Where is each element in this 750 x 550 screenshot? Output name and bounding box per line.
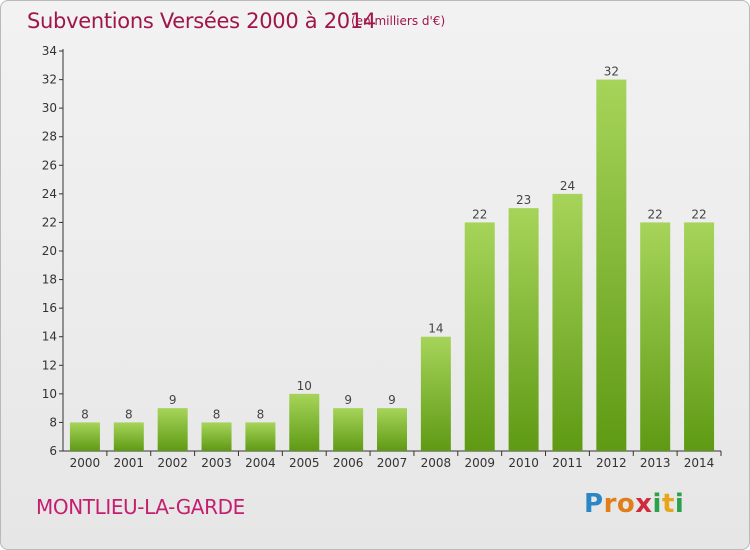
place-name: MONTLIEU-LA-GARDE: [36, 495, 245, 519]
bar: [640, 222, 671, 451]
logo-letter: i: [652, 489, 662, 519]
bar: [684, 222, 715, 451]
y-tick-label: 24: [42, 187, 57, 201]
y-tick-label: 34: [42, 44, 57, 58]
y-tick-label: 28: [42, 130, 57, 144]
bar: [596, 79, 627, 452]
bar-value-label: 22: [648, 207, 663, 221]
bar: [289, 393, 320, 451]
x-tick-label: 2002: [157, 456, 188, 470]
x-tick-label: 2001: [114, 456, 145, 470]
x-tick-label: 2010: [508, 456, 539, 470]
logo-letter: i: [674, 489, 685, 519]
logo-letter: t: [661, 489, 675, 519]
x-tick-label: 2006: [333, 456, 364, 470]
y-tick-label: 8: [49, 415, 57, 429]
x-tick-label: 2014: [684, 456, 715, 470]
bar-value-label: 9: [169, 393, 177, 407]
x-tick-label: 2004: [245, 456, 276, 470]
bar-value-label: 8: [213, 407, 221, 421]
bar-value-label: 9: [388, 393, 396, 407]
bar: [245, 422, 276, 451]
x-tick-label: 2013: [640, 456, 671, 470]
bar-value-label: 22: [472, 207, 487, 221]
y-tick-label: 22: [42, 215, 57, 229]
x-tick-label: 2008: [421, 456, 452, 470]
bar-value-label: 9: [344, 393, 352, 407]
bar-value-label: 32: [604, 65, 619, 79]
bar: [113, 422, 144, 451]
y-tick-label: 16: [42, 301, 57, 315]
y-tick-label: 18: [42, 273, 57, 287]
x-tick-label: 2007: [377, 456, 408, 470]
unit-note: (en milliers d'€): [351, 14, 446, 28]
x-tick-label: 2011: [552, 456, 583, 470]
y-tick-label: 6: [49, 444, 57, 458]
bar-value-label: 8: [125, 407, 133, 421]
y-tick-label: 20: [42, 244, 57, 258]
proxiti-logo: Proxiti: [584, 489, 684, 519]
bar-value-label: 10: [297, 379, 312, 393]
bar-value-label: 14: [428, 322, 443, 336]
bar: [333, 408, 364, 451]
logo-letter: x: [635, 489, 653, 519]
x-axis: 2000 2001 2002 2003 2004 2005 2006 2007 2008 2009…: [63, 450, 722, 470]
value-labels: 8 8 9 8 8 10 9 9 14 22 23 24 32 22 22: [81, 65, 707, 422]
x-tick-label: 2012: [596, 456, 627, 470]
bar-value-label: 8: [257, 407, 265, 421]
bars: [69, 79, 715, 452]
bar: [552, 193, 583, 451]
bar: [464, 222, 495, 451]
bar: [420, 336, 451, 451]
y-tick-label: 30: [42, 101, 57, 115]
bar: [377, 408, 407, 451]
bar-value-label: 8: [81, 407, 89, 421]
bar-value-label: 22: [691, 207, 706, 221]
bar-value-label: 24: [560, 179, 575, 193]
x-tick-label: 2000: [70, 456, 101, 470]
bar: [157, 408, 188, 451]
logo-letter: o: [616, 489, 636, 519]
bar-value-label: 23: [516, 193, 531, 207]
y-tick-label: 12: [42, 358, 57, 372]
bar: [201, 422, 232, 451]
y-tick-label: 32: [42, 73, 57, 87]
logo-letter: r: [603, 489, 617, 519]
x-tick-label: 2003: [201, 456, 232, 470]
y-axis: 6 8 10 12 14 16 18 20 22 24 26 28 30 32 34: [42, 44, 64, 458]
bar: [69, 422, 100, 451]
logo-letter: P: [584, 489, 604, 519]
y-tick-label: 14: [42, 330, 57, 344]
bar: [508, 208, 539, 451]
x-tick-label: 2009: [464, 456, 495, 470]
y-tick-label: 26: [42, 158, 57, 172]
chart-title: Subventions Versées 2000 à 2014: [27, 9, 376, 33]
x-tick-label: 2005: [289, 456, 320, 470]
y-tick-label: 10: [42, 387, 57, 401]
